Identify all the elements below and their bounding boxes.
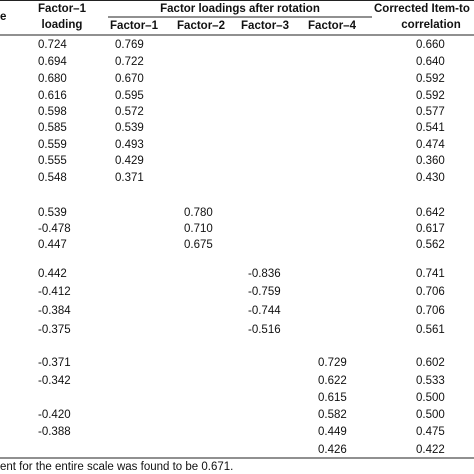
footnote: ent for the entire scale was found to be… [0, 461, 233, 473]
cell: 0.640 [416, 56, 445, 68]
cell: -0.384 [38, 305, 71, 317]
cell: 0.602 [416, 357, 445, 369]
col-header: Factor–2 [177, 20, 225, 32]
cell: 0.430 [416, 172, 445, 184]
cell: 0.539 [38, 207, 67, 219]
cell: -0.371 [38, 357, 71, 369]
cell: 0.474 [416, 139, 445, 151]
col-header: correlation [401, 19, 460, 31]
cell: 0.598 [38, 106, 67, 118]
col-header: Factor–3 [241, 20, 289, 32]
cell: 0.541 [416, 122, 445, 134]
cell: 0.577 [416, 106, 445, 118]
cell: -0.836 [248, 268, 281, 280]
cell: 0.539 [115, 122, 144, 134]
cell: 0.500 [416, 392, 445, 404]
cell: 0.555 [38, 155, 67, 167]
cell: -0.375 [38, 324, 71, 336]
cell: 0.710 [184, 223, 213, 235]
cell: -0.388 [38, 426, 71, 438]
cell: 0.360 [416, 155, 445, 167]
cell: 0.449 [318, 426, 347, 438]
cell: 0.706 [416, 286, 445, 298]
col-header: Factor loadings after rotation [160, 3, 320, 15]
cell: -0.478 [38, 223, 71, 235]
col-header: Factor–1 [38, 3, 87, 15]
cell: 0.595 [115, 90, 144, 102]
cell: -0.420 [38, 409, 71, 421]
col-header: Factor–4 [308, 20, 357, 32]
cell: 0.582 [318, 409, 347, 421]
cell: 0.572 [115, 106, 144, 118]
cell: -0.342 [38, 375, 71, 387]
cell: 0.729 [318, 357, 347, 369]
col-header: loading [42, 19, 83, 31]
cell: 0.426 [318, 444, 347, 456]
cell: 0.675 [184, 239, 213, 251]
cell: 0.694 [38, 56, 67, 68]
cell: 0.724 [38, 39, 67, 51]
cell: 0.422 [416, 444, 445, 456]
col-header: e [0, 11, 6, 23]
cell: 0.722 [115, 56, 144, 68]
cell: -0.744 [248, 305, 281, 317]
cell: 0.562 [416, 239, 445, 251]
cell: 0.615 [318, 392, 347, 404]
col-header: Factor–1 [110, 20, 159, 32]
cell: 0.680 [38, 73, 67, 85]
cell: 0.769 [115, 39, 144, 51]
cell: 0.622 [318, 375, 347, 387]
cell: 0.592 [416, 73, 445, 85]
cell: -0.412 [38, 286, 71, 298]
cell: 0.371 [115, 172, 144, 184]
cell: 0.616 [38, 90, 67, 102]
cell: 0.706 [416, 305, 445, 317]
cell: 0.447 [38, 239, 67, 251]
cell: -0.516 [248, 324, 281, 336]
col-header: Corrected Item-to [374, 3, 470, 15]
cell: 0.670 [115, 73, 144, 85]
cell: -0.759 [248, 286, 281, 298]
cell: 0.780 [184, 207, 213, 219]
cell: 0.585 [38, 122, 67, 134]
cell: 0.617 [416, 223, 445, 235]
cell: 0.442 [38, 268, 67, 280]
cell: 0.429 [115, 155, 144, 167]
cell: 0.533 [416, 375, 445, 387]
cell: 0.493 [115, 139, 144, 151]
cell: 0.559 [38, 139, 67, 151]
cell: 0.561 [416, 324, 445, 336]
cell: 0.660 [416, 39, 445, 51]
cell: 0.741 [416, 268, 445, 280]
cell: 0.475 [416, 426, 445, 438]
cell: 0.642 [416, 207, 445, 219]
cell: 0.592 [416, 90, 445, 102]
cell: 0.548 [38, 172, 67, 184]
cell: 0.500 [416, 409, 445, 421]
